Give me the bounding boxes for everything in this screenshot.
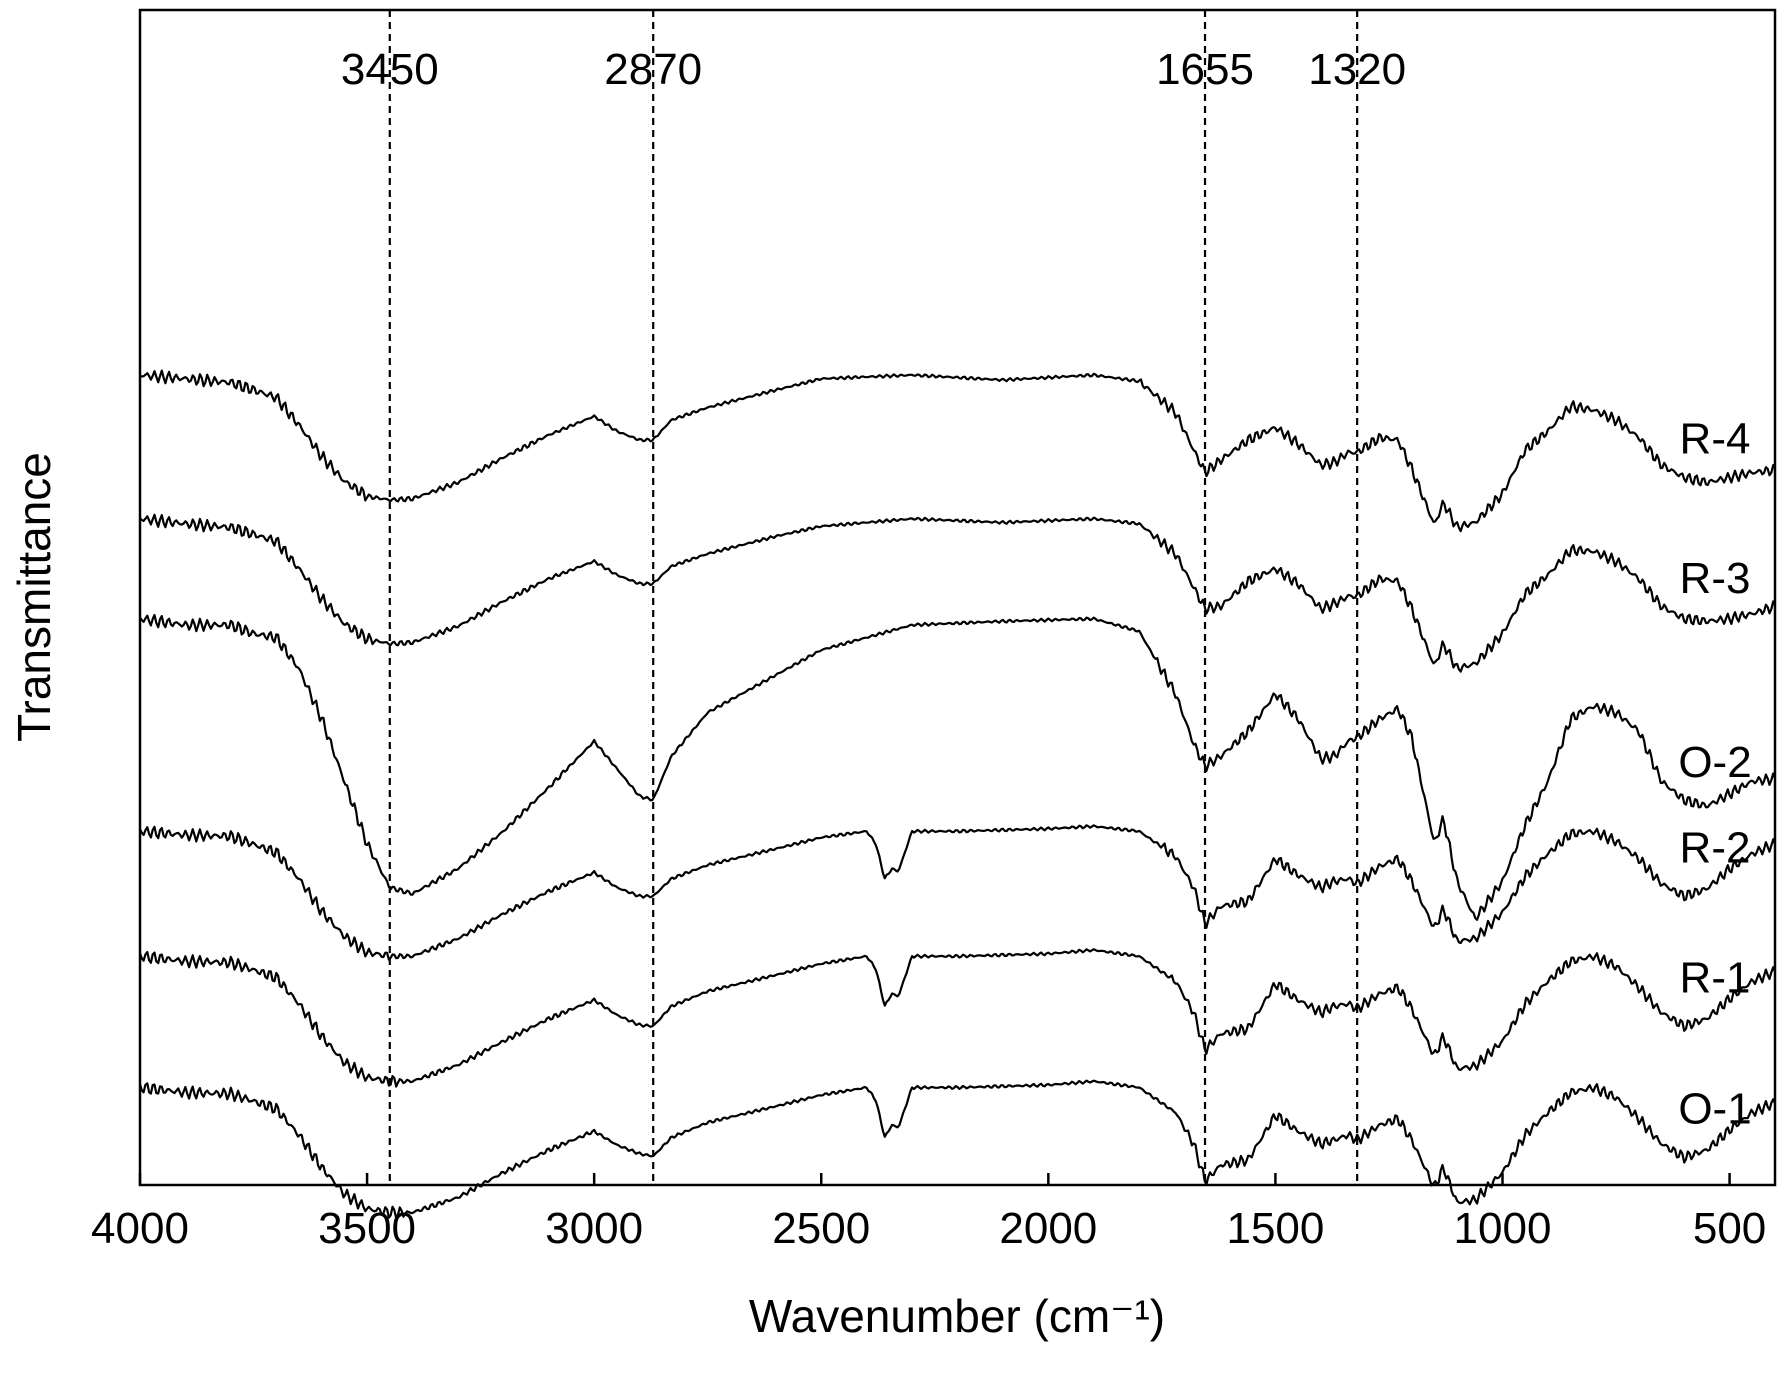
x-tick-label-1000: 1000 [1454, 1204, 1552, 1253]
peak-marker-label-3450: 3450 [341, 45, 439, 94]
x-tick-label-500: 500 [1693, 1204, 1766, 1253]
plot-area: 3450 2870 1655 1320 R-4 R-3 O-2 R-2 R-1 O-1 [138, 8, 1777, 1220]
spectrum-line-r-2 [139, 824, 1777, 961]
spectrum-line-r-4 [139, 369, 1776, 533]
peak-markers: 3450 2870 1655 1320 [341, 10, 1406, 1185]
x-tick-label-1500: 1500 [1226, 1204, 1324, 1253]
x-axis: 4000 3500 3000 2500 2000 1500 1000 500 [91, 1173, 1766, 1253]
y-axis-title: Transmittance [8, 452, 60, 742]
peak-marker-label-2870: 2870 [604, 45, 702, 94]
spectra-series: R-4 R-3 O-2 R-2 R-1 O-1 [138, 369, 1777, 1220]
series-label-r-1: R-1 [1680, 953, 1751, 1002]
plot-frame [138, 8, 1777, 1187]
x-tick-label-3500: 3500 [318, 1204, 416, 1253]
x-axis-title: Wavenumber (cm⁻¹) [749, 1290, 1165, 1342]
peak-marker-label-1320: 1320 [1308, 45, 1406, 94]
spectrum-line-r-1 [138, 948, 1777, 1088]
x-tick-label-2000: 2000 [999, 1204, 1097, 1253]
x-tick-label-4000: 4000 [91, 1204, 189, 1253]
spectrum-line-r-3 [139, 513, 1776, 673]
peak-marker-label-1655: 1655 [1156, 45, 1254, 94]
x-tick-label-3000: 3000 [545, 1204, 643, 1253]
series-label-o-1: O-1 [1678, 1085, 1751, 1134]
series-label-r-4: R-4 [1680, 415, 1751, 464]
spectrum-line-o-2 [139, 613, 1777, 921]
spectrum-line-o-1 [138, 1079, 1777, 1220]
series-label-r-2: R-2 [1680, 823, 1751, 872]
x-tick-label-2500: 2500 [772, 1204, 870, 1253]
series-label-r-3: R-3 [1680, 554, 1751, 603]
series-label-o-2: O-2 [1678, 738, 1751, 787]
